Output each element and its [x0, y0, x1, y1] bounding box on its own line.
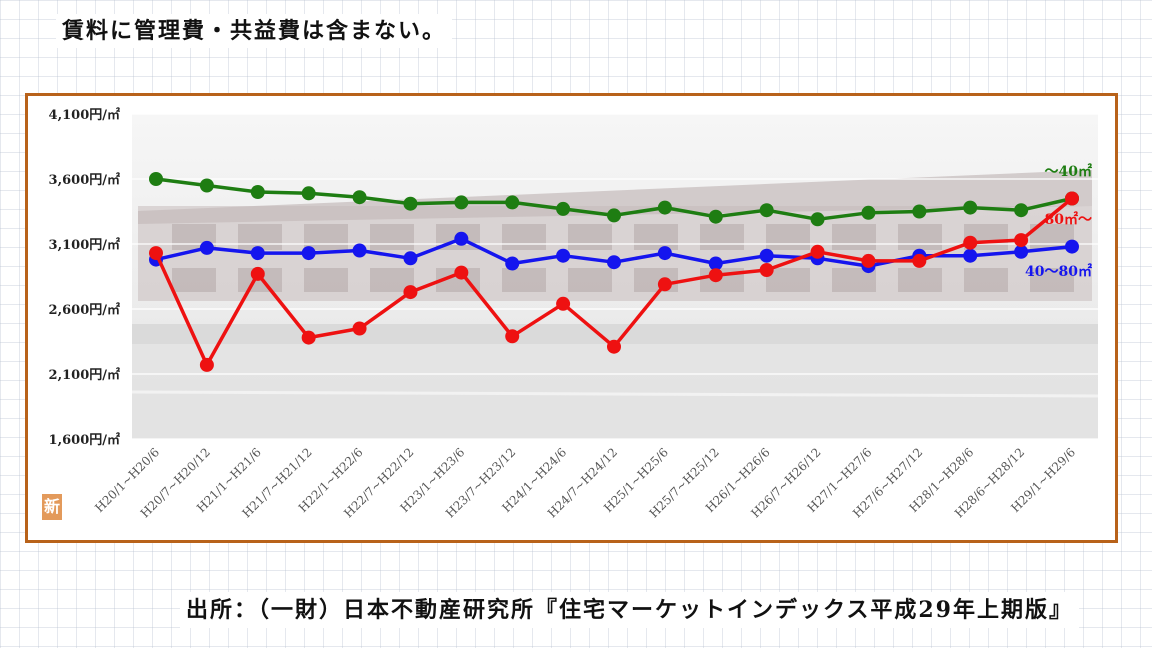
data-point	[403, 196, 418, 211]
data-point	[505, 329, 520, 344]
photo-window	[898, 268, 942, 292]
data-point	[403, 251, 418, 266]
series-label: ～40㎡	[1045, 163, 1092, 180]
data-point	[963, 200, 978, 215]
line-chart: 1,600円/㎡ 2,100円/㎡ 2,600円/㎡ 3,100円/㎡ 3,600円/㎡…	[49, 107, 1099, 521]
data-point	[556, 201, 571, 216]
data-point	[607, 339, 621, 354]
data-point	[607, 255, 621, 270]
y-tick-label: 4,100円/㎡	[49, 107, 120, 123]
photo-window	[370, 224, 414, 250]
photo-window	[898, 224, 942, 250]
data-point	[199, 178, 214, 193]
data-point	[1065, 191, 1079, 206]
x-axis: H20/1~H20/6H20/7~H20/12H21/1~H21/6H21/7~…	[92, 445, 1078, 520]
data-point	[963, 248, 978, 263]
photo-window	[238, 224, 282, 250]
data-point	[657, 277, 672, 292]
data-point	[607, 208, 621, 223]
data-point	[250, 185, 265, 199]
grid-lines	[132, 113, 1098, 440]
data-point	[352, 243, 367, 258]
data-point	[1065, 239, 1079, 254]
data-point	[657, 246, 672, 261]
data-point	[810, 212, 825, 227]
photo-window	[700, 224, 744, 250]
data-point	[912, 204, 927, 219]
data-point	[454, 265, 469, 280]
data-point	[708, 209, 723, 224]
photo-window	[766, 224, 810, 250]
note-text: 賃料に管理費・共益費は含まない。	[56, 14, 453, 48]
y-tick-label: 3,100円/㎡	[49, 237, 120, 253]
data-point	[759, 248, 774, 263]
y-tick-label: 2,600円/㎡	[49, 302, 120, 318]
new-badge: 新	[42, 494, 62, 520]
photo-window	[568, 268, 612, 292]
data-point	[708, 256, 723, 271]
y-axis: 1,600円/㎡ 2,100円/㎡ 2,600円/㎡ 3,100円/㎡ 3,600円/㎡…	[49, 107, 120, 448]
data-point	[861, 205, 876, 220]
data-point	[759, 263, 774, 277]
data-point	[759, 203, 774, 218]
photo-window	[304, 268, 348, 292]
data-point	[352, 321, 367, 336]
data-point	[454, 231, 469, 246]
photo-window	[502, 268, 546, 292]
photo-window	[964, 268, 1008, 292]
data-point	[301, 186, 316, 201]
photo-window	[568, 224, 612, 250]
photo-window	[832, 224, 876, 250]
data-point	[301, 246, 316, 261]
chart-frame: 1,600円/㎡ 2,100円/㎡ 2,600円/㎡ 3,100円/㎡ 3,600円/㎡…	[25, 93, 1118, 543]
data-point	[505, 195, 520, 210]
data-point	[556, 296, 571, 311]
data-point	[250, 246, 265, 261]
photo-window	[172, 268, 216, 292]
photo-wall	[132, 324, 1098, 344]
photo-window	[634, 224, 678, 250]
data-point	[199, 240, 214, 255]
background-photo	[131, 114, 1099, 439]
photo-building-roof	[138, 170, 1092, 224]
photo-window	[634, 268, 678, 292]
data-point	[861, 253, 876, 268]
source-text: 出所：（一財）日本不動産研究所『住宅マーケットインデックス平成29年上期版』	[180, 592, 1079, 628]
data-point	[1014, 233, 1029, 248]
photo-road-line	[131, 390, 1099, 398]
data-point	[199, 357, 214, 372]
data-point	[708, 268, 723, 283]
y-tick-label: 1,600円/㎡	[49, 432, 120, 448]
series-label: 40～80㎡	[1025, 263, 1092, 280]
series-lines	[149, 172, 1079, 372]
data-point	[1014, 244, 1029, 259]
data-point	[1014, 203, 1029, 218]
photo-window	[502, 224, 546, 250]
y-tick-label: 3,600円/㎡	[49, 172, 120, 188]
data-point	[301, 330, 316, 345]
data-point	[454, 195, 469, 210]
data-point	[149, 246, 163, 261]
data-point	[657, 200, 672, 215]
data-point	[963, 235, 978, 250]
data-point	[403, 285, 418, 300]
data-point	[352, 190, 367, 205]
photo-window	[1030, 268, 1074, 292]
data-point	[505, 256, 520, 271]
data-point	[912, 253, 927, 268]
data-point	[250, 266, 265, 281]
series-labels: ～40㎡ 40～80㎡ 80㎡～	[1025, 163, 1092, 280]
y-tick-label: 2,100円/㎡	[49, 367, 120, 383]
data-point	[556, 248, 571, 263]
data-point	[149, 172, 163, 186]
data-point	[810, 244, 825, 259]
series-label: 80㎡～	[1045, 211, 1092, 228]
photo-window	[304, 224, 348, 250]
